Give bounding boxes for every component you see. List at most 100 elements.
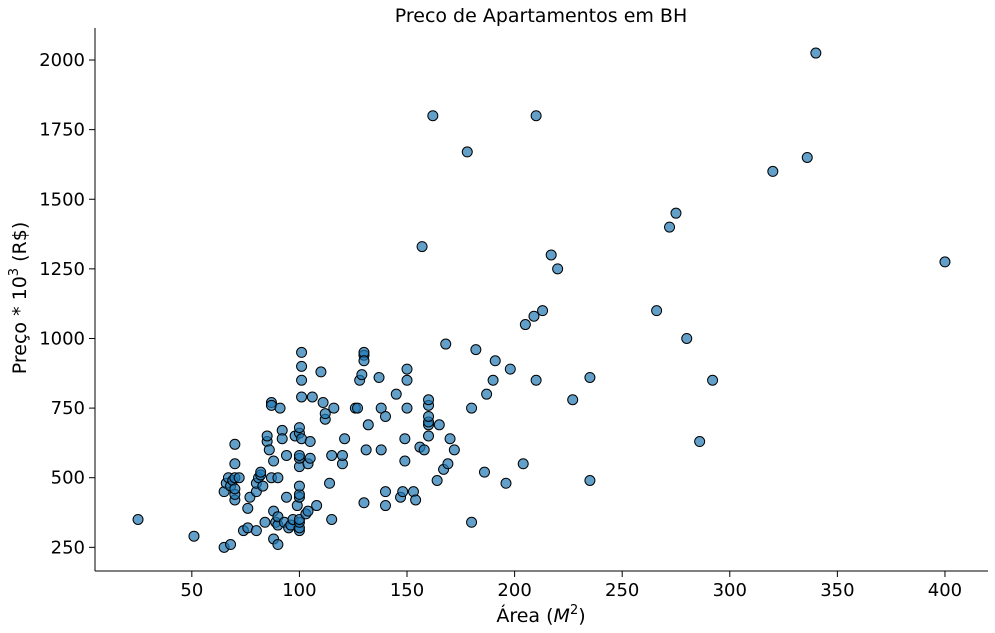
data-point <box>519 319 531 331</box>
data-point <box>274 402 286 414</box>
data-point <box>810 47 822 59</box>
data-point <box>423 394 435 406</box>
data-point <box>259 516 271 528</box>
data-point <box>233 472 245 484</box>
data-point <box>517 458 529 470</box>
data-point <box>416 241 428 253</box>
x-tick-label: 200 <box>497 580 531 601</box>
data-point <box>255 466 267 478</box>
data-point <box>306 391 318 403</box>
data-point <box>326 449 338 461</box>
x-tick-label: 250 <box>605 580 639 601</box>
data-point <box>431 475 443 486</box>
data-point <box>339 433 351 445</box>
data-point <box>319 408 331 420</box>
data-point <box>504 363 516 375</box>
data-point <box>302 505 314 517</box>
data-point <box>379 410 391 422</box>
data-point <box>281 449 293 461</box>
x-tick-label: 300 <box>713 580 747 601</box>
data-point <box>317 397 329 409</box>
axes: 50 100 150 200 250 300 350 400 250 500 750 1000 1250… <box>39 28 988 601</box>
data-point <box>272 472 284 484</box>
y-tick-label: 750 <box>51 398 85 419</box>
data-point <box>379 500 391 512</box>
data-point <box>410 494 422 506</box>
data-point <box>423 410 435 422</box>
y-axis-title: Preço * 103 (R$) <box>7 222 31 374</box>
data-point <box>433 419 445 431</box>
data-point <box>257 480 269 492</box>
y-axis-title-text: Preço * 10 <box>9 276 31 374</box>
data-point <box>664 221 676 233</box>
data-point <box>478 466 490 478</box>
data-point <box>461 146 473 158</box>
data-point <box>362 419 374 431</box>
data-point <box>188 530 200 542</box>
chart-title: Preco de Apartamentos em BH <box>395 5 688 27</box>
data-point <box>328 402 340 414</box>
data-point <box>225 539 237 551</box>
data-point <box>352 402 364 414</box>
x-axis-title: Área (M2) <box>496 603 585 627</box>
data-point <box>296 391 308 403</box>
data-point <box>358 497 370 509</box>
data-point <box>487 374 499 386</box>
data-point <box>481 388 493 400</box>
y-tick-label: 2000 <box>39 50 85 71</box>
data-point <box>489 355 501 367</box>
data-point <box>293 480 305 492</box>
data-point <box>293 449 305 461</box>
data-point <box>324 477 336 489</box>
data-point <box>272 539 284 551</box>
x-tick-label: 100 <box>282 580 316 601</box>
data-point <box>311 500 323 512</box>
data-point <box>427 110 439 122</box>
data-point <box>567 394 579 406</box>
x-axis-title-close: ) <box>578 605 585 627</box>
x-tick-label: 50 <box>180 580 203 601</box>
data-point <box>470 344 482 356</box>
data-point <box>360 444 372 456</box>
data-point <box>530 374 542 386</box>
data-point <box>268 455 280 467</box>
data-point <box>939 256 951 268</box>
data-point <box>440 338 452 350</box>
y-tick-label: 1000 <box>39 328 85 349</box>
data-point <box>401 402 413 414</box>
data-point <box>315 366 327 378</box>
data-point <box>530 110 542 122</box>
y-tick-label: 1250 <box>39 259 85 280</box>
data-point <box>707 374 719 386</box>
data-point <box>767 165 779 177</box>
data-point <box>651 305 663 317</box>
data-points <box>132 47 951 553</box>
data-point <box>545 249 557 261</box>
data-point <box>399 455 411 467</box>
data-point <box>500 477 512 489</box>
data-point <box>261 430 273 442</box>
data-point <box>418 444 430 456</box>
data-point <box>670 207 682 219</box>
data-point <box>296 374 308 386</box>
data-point <box>281 491 293 503</box>
data-point <box>552 263 564 275</box>
data-point <box>442 458 454 470</box>
data-point <box>390 388 402 400</box>
data-point <box>448 444 460 456</box>
y-axis-title-sup: 3 <box>7 268 22 276</box>
data-point <box>229 483 241 495</box>
y-tick-label: 1750 <box>39 120 85 141</box>
data-point <box>397 486 409 498</box>
data-point <box>444 433 456 445</box>
data-point <box>358 355 370 367</box>
data-point <box>336 449 348 461</box>
x-tick-label: 400 <box>928 580 962 601</box>
data-point <box>801 151 813 163</box>
data-point <box>250 525 262 537</box>
x-tick-label: 150 <box>390 580 424 601</box>
data-point <box>132 513 144 525</box>
x-axis-title-sup: 2 <box>570 603 578 618</box>
data-point <box>466 516 478 528</box>
